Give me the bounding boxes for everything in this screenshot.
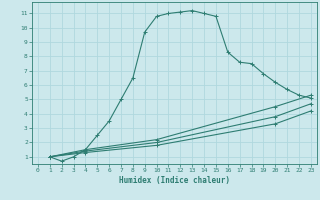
X-axis label: Humidex (Indice chaleur): Humidex (Indice chaleur)	[119, 176, 230, 185]
